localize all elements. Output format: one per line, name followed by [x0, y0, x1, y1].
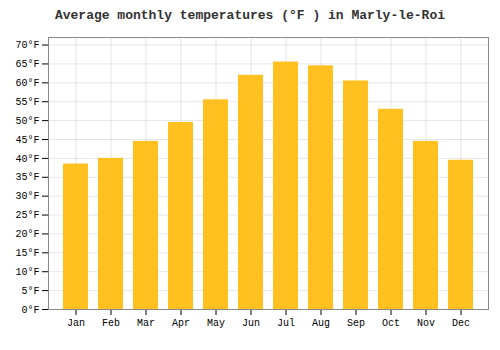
svg-text:Dec: Dec	[452, 318, 470, 329]
svg-text:0°F: 0°F	[21, 305, 39, 316]
svg-text:Feb: Feb	[102, 318, 120, 329]
svg-text:65°F: 65°F	[15, 59, 39, 70]
svg-text:Jul: Jul	[277, 318, 295, 329]
svg-text:30°F: 30°F	[15, 191, 39, 202]
svg-text:Mar: Mar	[137, 318, 155, 329]
svg-text:20°F: 20°F	[15, 229, 39, 240]
svg-text:Jun: Jun	[242, 318, 260, 329]
svg-text:Nov: Nov	[417, 318, 435, 329]
svg-text:Jan: Jan	[67, 318, 85, 329]
svg-text:25°F: 25°F	[15, 210, 39, 221]
svg-text:35°F: 35°F	[15, 172, 39, 183]
svg-text:Oct: Oct	[382, 318, 400, 329]
svg-text:40°F: 40°F	[15, 154, 39, 165]
svg-text:Apr: Apr	[172, 318, 190, 329]
svg-text:May: May	[207, 318, 225, 329]
svg-text:Sep: Sep	[347, 318, 365, 329]
svg-text:10°F: 10°F	[15, 267, 39, 278]
svg-text:45°F: 45°F	[15, 135, 39, 146]
svg-text:Aug: Aug	[312, 318, 330, 329]
svg-text:50°F: 50°F	[15, 116, 39, 127]
html-text:Average monthly temperatures (: Average monthly temperatures (°F ) in Ma…	[55, 8, 445, 23]
svg-text:5°F: 5°F	[21, 286, 39, 297]
svg-text:70°F: 70°F	[15, 40, 39, 51]
svg-text:55°F: 55°F	[15, 97, 39, 108]
svg-text:60°F: 60°F	[15, 78, 39, 89]
svg-text:15°F: 15°F	[15, 248, 39, 259]
